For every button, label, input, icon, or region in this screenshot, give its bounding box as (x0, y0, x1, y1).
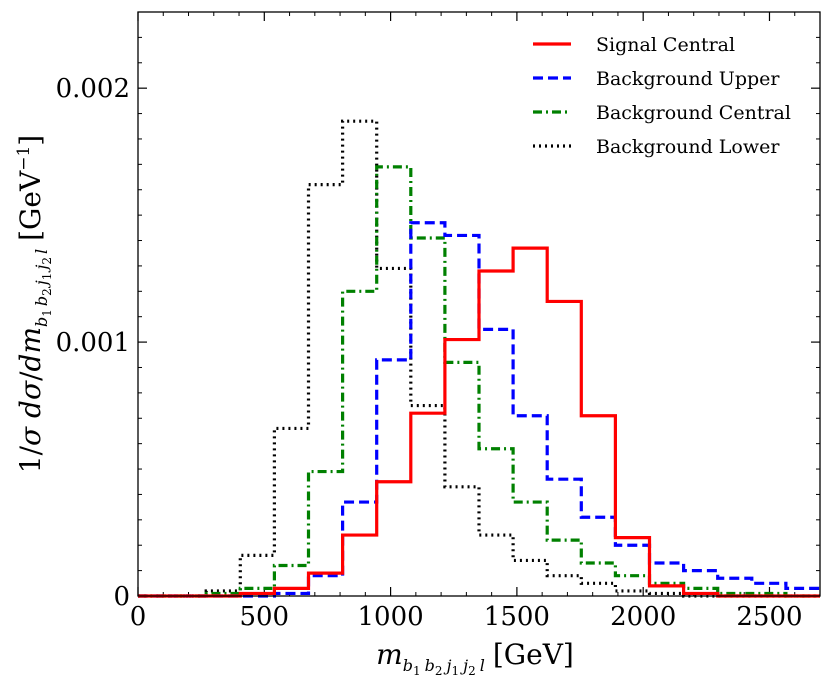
x-tick-labels: 0 500 1000 1500 2000 2500 (130, 602, 803, 632)
x-tick-label: 0 (130, 602, 147, 632)
legend: Signal Central Background Upper Background… (533, 34, 791, 158)
legend-label: Signal Central (596, 34, 735, 56)
y-tick-label: 0.001 (56, 328, 130, 358)
x-tick-label: 2000 (610, 602, 676, 632)
y-tick-label: 0 (113, 582, 130, 612)
x-tick-label: 500 (239, 602, 289, 632)
y-tick-label: 0.002 (56, 74, 130, 104)
x-tick-label: 1000 (358, 602, 424, 632)
series-background-upper (138, 221, 820, 598)
series-background-lower (138, 119, 820, 598)
series-signal-central (138, 246, 820, 598)
series-layer (138, 119, 820, 598)
legend-label: Background Central (596, 102, 791, 124)
x-tick-label: 1500 (484, 602, 550, 632)
legend-label: Background Lower (596, 136, 780, 158)
x-tick-label: 2500 (736, 602, 802, 632)
y-tick-labels: 0 0.001 0.002 (56, 74, 130, 612)
plot-frame (137, 11, 821, 597)
x-axis-label: mb1 b2 j1 j2 l [GeV] (376, 638, 574, 678)
y-axis-label: 1/σ dσ/dmb1b2j1j2l[GeV−1] (14, 135, 54, 473)
legend-label: Background Upper (596, 68, 780, 90)
